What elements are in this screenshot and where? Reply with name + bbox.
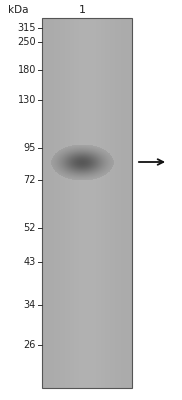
Text: 180: 180 <box>18 65 36 75</box>
Text: 315: 315 <box>17 23 36 33</box>
Text: 43: 43 <box>24 257 36 267</box>
Text: 95: 95 <box>24 143 36 153</box>
Bar <box>42 18 132 388</box>
Text: 34: 34 <box>24 300 36 310</box>
Text: 130: 130 <box>18 95 36 105</box>
Text: 250: 250 <box>17 37 36 47</box>
Text: kDa: kDa <box>8 5 28 15</box>
Text: 26: 26 <box>24 340 36 350</box>
Text: 72: 72 <box>23 175 36 185</box>
Text: 52: 52 <box>23 223 36 233</box>
Text: 1: 1 <box>78 5 86 15</box>
